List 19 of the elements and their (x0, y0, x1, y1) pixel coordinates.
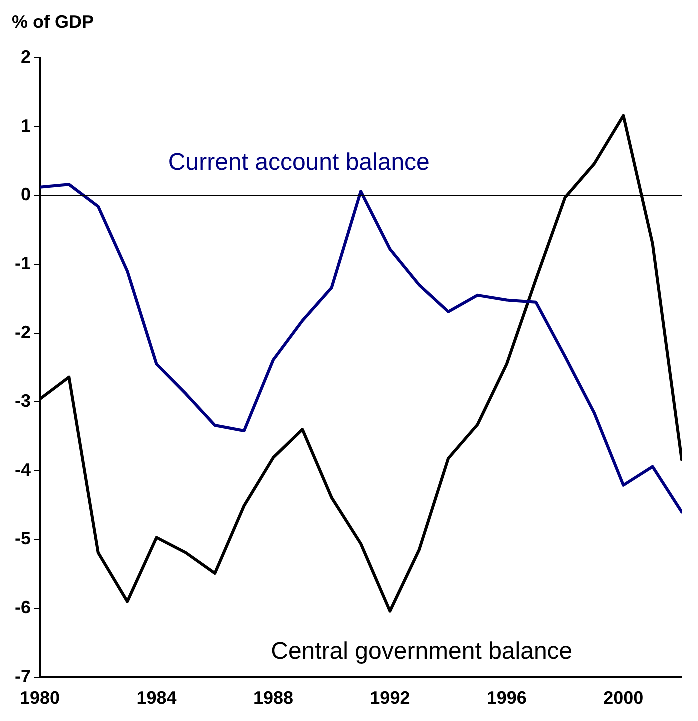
y-tick-label: -2 (14, 322, 32, 342)
y-tick-label: -6 (14, 598, 32, 618)
y-tick-label: 2 (20, 46, 32, 67)
x-tick-label: 2000 (604, 688, 644, 708)
y-tick-label: -1 (14, 253, 32, 274)
y-tick-label: -4 (14, 460, 32, 480)
x-tick-label: 1996 (486, 688, 527, 708)
y-tick-label: 1 (20, 116, 32, 136)
y-tick-label: 0 (20, 184, 32, 205)
x-tick-label: 1992 (370, 688, 410, 708)
y-tick-label: -5 (14, 528, 32, 549)
text: Current account balance (168, 148, 430, 176)
x-tick-label: 1984 (136, 688, 177, 708)
y-tick-label: -7 (14, 666, 32, 686)
text: Central government balance (271, 638, 573, 666)
y-axis-title: % of GDP (12, 12, 94, 33)
x-tick-label: 1980 (20, 688, 60, 708)
y-tick-label: -3 (14, 391, 32, 412)
x-tick-label: 1988 (253, 688, 294, 708)
